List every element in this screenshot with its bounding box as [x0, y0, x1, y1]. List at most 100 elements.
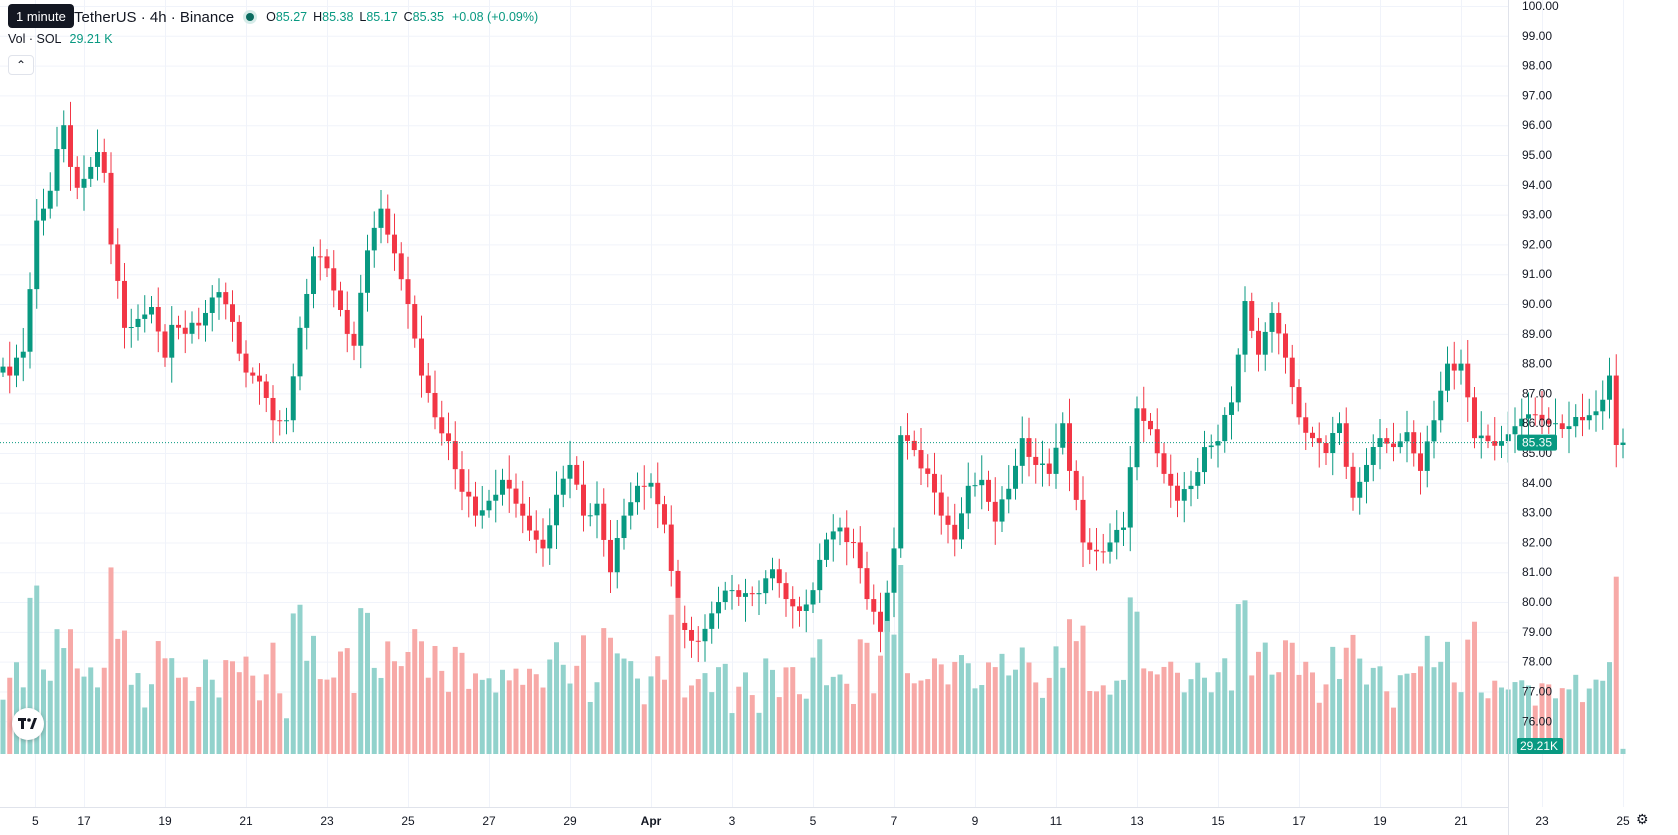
volume-bar [1613, 576, 1619, 754]
candle-body [513, 488, 519, 504]
candle-body [689, 629, 694, 641]
candle-body [1087, 542, 1093, 550]
candle-body [1053, 447, 1059, 474]
volume-bar [1276, 672, 1282, 754]
candle-body [621, 515, 627, 539]
volume-bar [466, 688, 472, 754]
candle-body [979, 479, 985, 486]
candle-body [1438, 390, 1444, 421]
volume-bar [122, 630, 127, 754]
price-tick-label: 84.00 [1522, 476, 1552, 490]
volume-bar [567, 683, 573, 754]
candle-body [1046, 463, 1052, 474]
candle-body [1485, 435, 1491, 442]
candle-body [189, 322, 195, 334]
tradingview-logo[interactable] [12, 708, 44, 740]
candle-body [560, 478, 566, 495]
candle-body [540, 539, 546, 549]
candle-body [520, 503, 526, 516]
volume-bar [662, 679, 667, 754]
candle-body [756, 593, 762, 595]
volume-bar [554, 642, 559, 754]
candle-body [115, 244, 121, 281]
time-tick-label: 29 [563, 814, 577, 828]
price-tick-label: 88.00 [1522, 357, 1552, 371]
current-price-badge [1517, 434, 1557, 451]
volume-bar [837, 674, 843, 754]
volume-bar [1424, 635, 1430, 754]
volume-bar [776, 697, 782, 754]
candle-body [324, 256, 330, 269]
candle-body [601, 503, 607, 540]
candle-body [20, 351, 26, 358]
volume-bar [1350, 634, 1356, 754]
time-tick-label: 21 [239, 814, 253, 828]
volume-bar [1040, 697, 1045, 754]
volume-bar [1121, 679, 1126, 754]
candle-body [439, 417, 445, 434]
candle-body [1202, 447, 1207, 473]
volume-bar [1431, 667, 1437, 754]
candle-body [1114, 529, 1120, 543]
candle-body [938, 492, 944, 516]
volume-bar [378, 677, 384, 754]
candle-body [236, 321, 242, 354]
volume-bar [918, 680, 924, 754]
volume-bar [1262, 642, 1268, 754]
volume-bar [952, 661, 958, 754]
symbol-title[interactable]: TetherUS · 4h · Binance [74, 8, 235, 26]
candle-body [1519, 418, 1525, 427]
candle-body [1546, 420, 1552, 424]
gear-icon[interactable]: ⚙ [1636, 811, 1649, 827]
volume-bar [1465, 639, 1471, 754]
candle-body [297, 327, 303, 377]
volume-bar [1499, 687, 1504, 754]
volume-bar [790, 667, 796, 754]
candle-body [1492, 441, 1498, 446]
volume-bar [716, 667, 721, 754]
volume-legend[interactable]: Vol · SOL 29.21 K [8, 32, 113, 46]
volume-bar [1384, 691, 1390, 754]
candle-body [776, 569, 782, 584]
high-label: H [313, 10, 323, 24]
candle-body [864, 568, 870, 600]
candle-body [446, 433, 451, 442]
time-tick-label: 15 [1211, 814, 1225, 828]
volume-label: Vol · SOL [8, 32, 62, 46]
candle-body [135, 318, 141, 328]
collapse-legend-button[interactable]: ⌃ [8, 55, 34, 75]
candle-body [1188, 485, 1194, 490]
candle-body [257, 375, 262, 382]
volume-bar [540, 687, 546, 754]
volume-bar [405, 651, 411, 754]
candle-body [1303, 417, 1309, 433]
candle-body [986, 479, 991, 502]
volume-bar [182, 677, 188, 754]
candle-body [932, 473, 937, 493]
time-tick-label: Apr [641, 814, 662, 828]
candle-body [1168, 473, 1174, 486]
time-tick-label: 13 [1130, 814, 1144, 828]
candle-body [419, 338, 424, 376]
volume-bar [1080, 625, 1086, 754]
volume-bar [824, 685, 829, 754]
volume-bar [351, 692, 357, 754]
candle-body [155, 307, 161, 332]
volume-bar [675, 597, 681, 754]
volume-bar [1100, 685, 1106, 754]
candle-body [34, 220, 40, 290]
candle-body [95, 152, 100, 167]
candle-body [1134, 408, 1140, 468]
candle-body [101, 152, 107, 173]
candle-body [743, 593, 748, 597]
candle-body [250, 372, 256, 376]
candle-body [61, 125, 67, 150]
volume-bar [1148, 671, 1153, 754]
candle-body [1127, 467, 1133, 528]
candle-body [351, 333, 357, 346]
volume-bar [209, 679, 215, 754]
volume-value: 29.21 K [69, 32, 113, 46]
candle-body [898, 435, 904, 549]
time-tick-label: 7 [891, 814, 898, 828]
